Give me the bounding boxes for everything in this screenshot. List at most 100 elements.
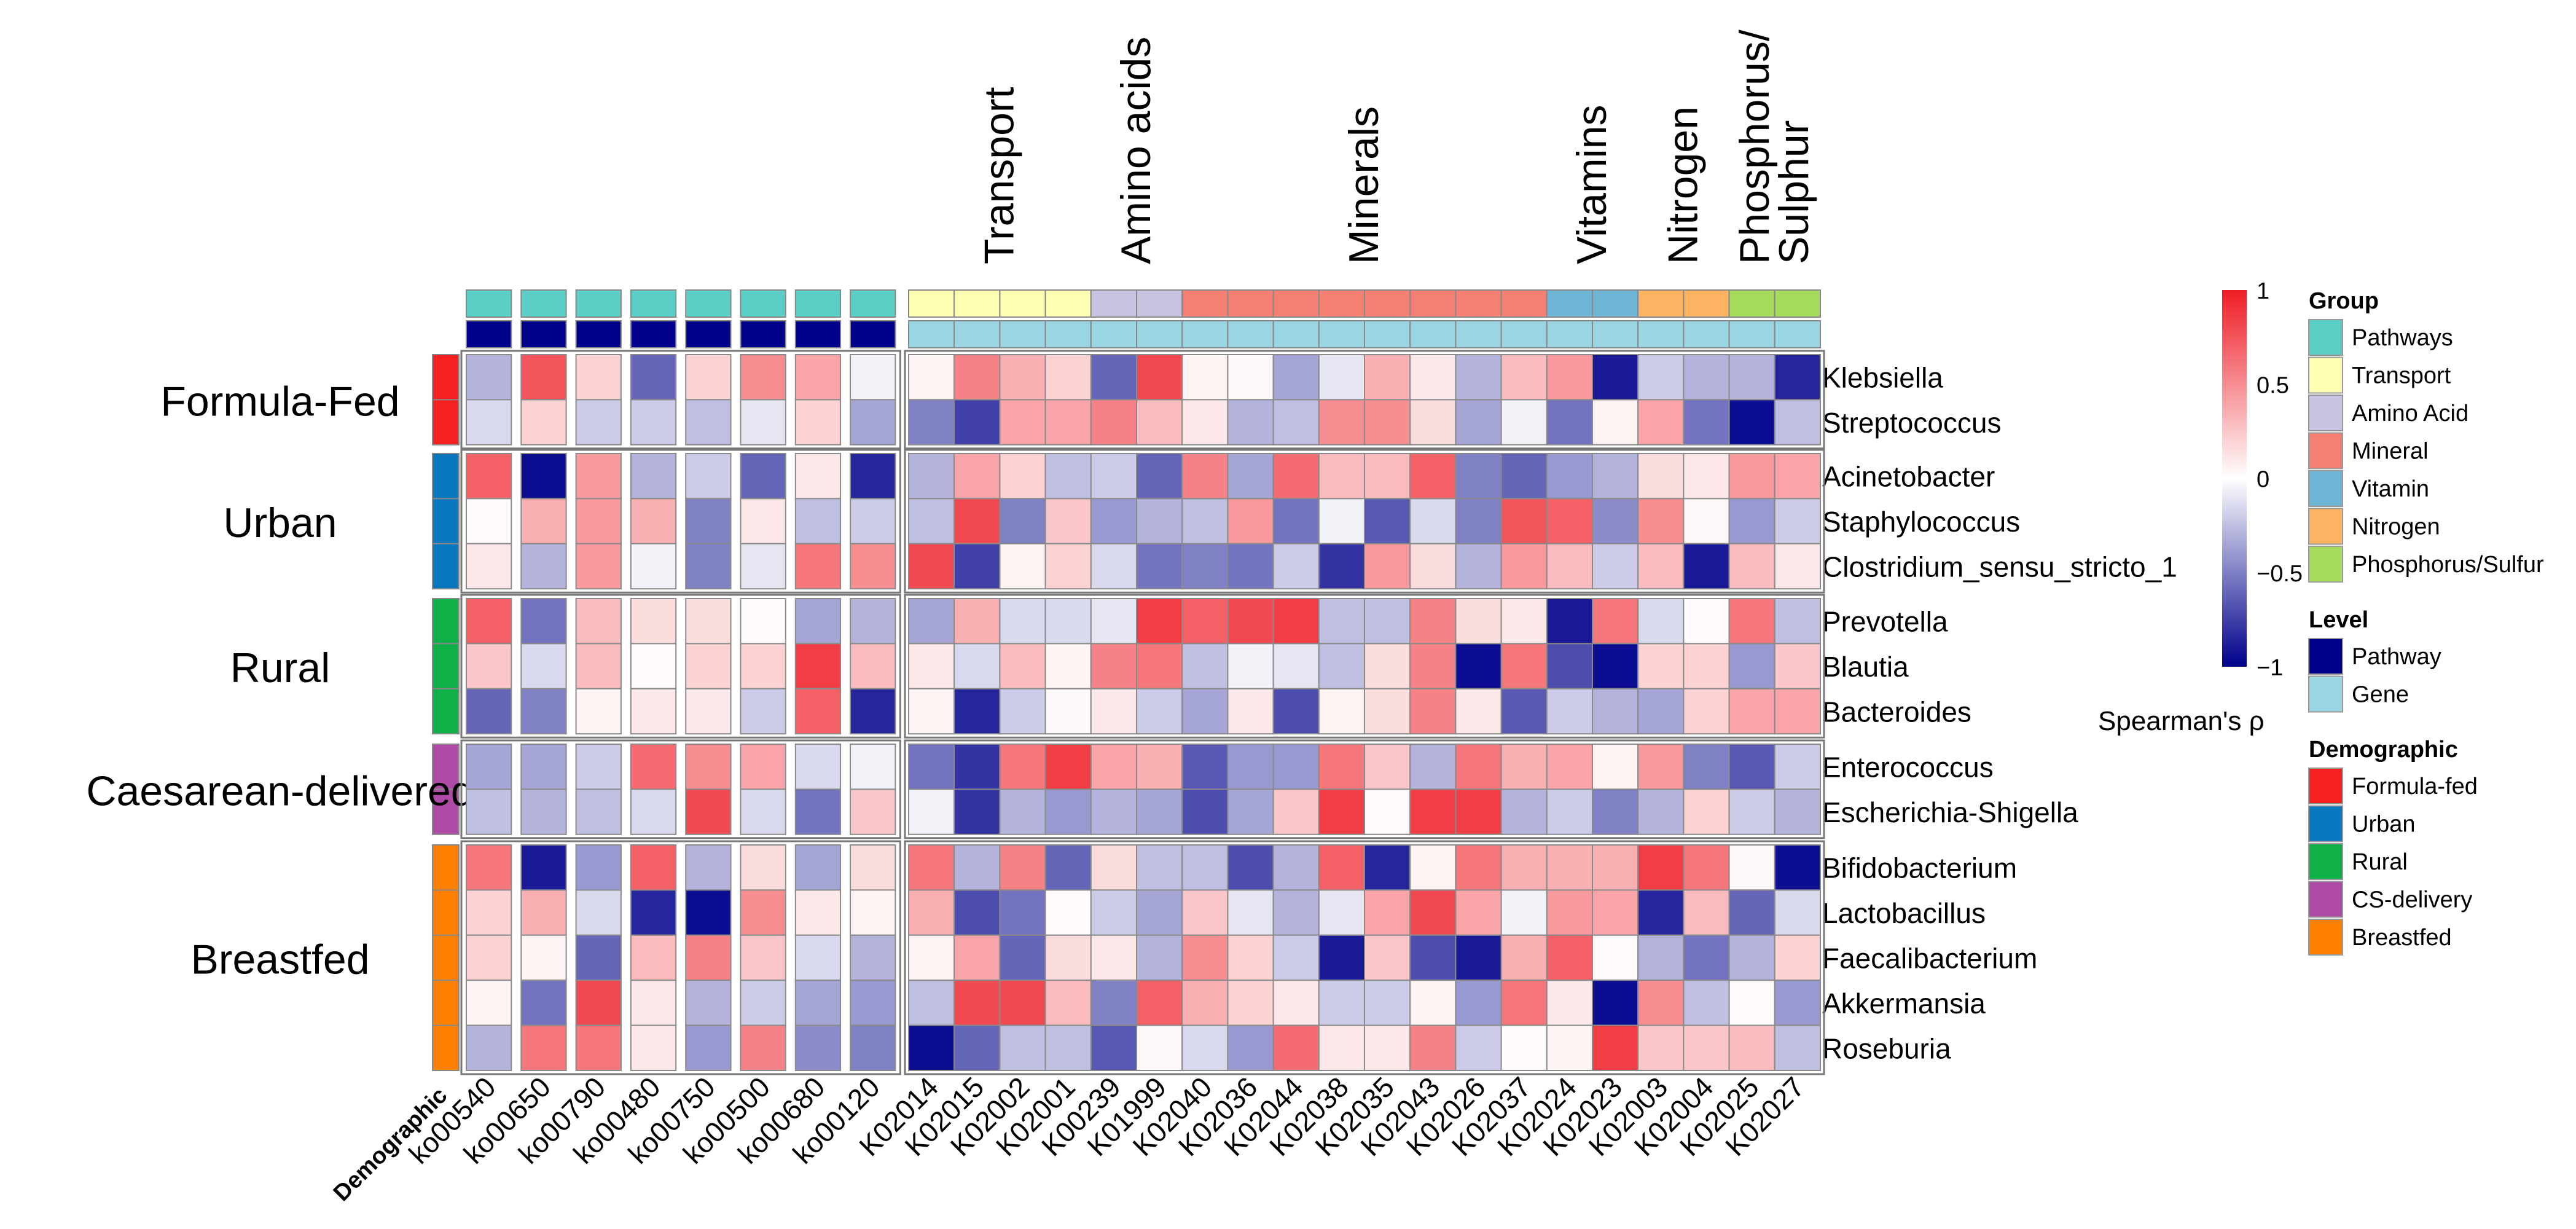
heatmap-cell bbox=[1455, 498, 1502, 544]
heatmap-cell bbox=[1227, 643, 1274, 689]
column-level-swatch bbox=[1774, 320, 1822, 348]
column-level-swatch bbox=[794, 320, 842, 348]
heatmap-cell bbox=[999, 399, 1046, 446]
gene-block-frame bbox=[904, 350, 1825, 450]
heatmap-cell bbox=[1546, 688, 1594, 735]
heatmap-cell bbox=[630, 980, 677, 1026]
heatmap-cell bbox=[1637, 354, 1685, 401]
heatmap-cell bbox=[953, 543, 1001, 590]
heatmap-cell bbox=[1364, 399, 1411, 446]
row-label: Roseburia bbox=[1822, 1032, 1951, 1064]
legend-swatch bbox=[2308, 805, 2343, 842]
heatmap-cell bbox=[1090, 844, 1138, 891]
heatmap-cell bbox=[999, 788, 1046, 835]
heatmap-cell bbox=[1409, 688, 1457, 735]
column-group-swatch bbox=[466, 289, 512, 318]
column-group-swatch bbox=[1227, 289, 1274, 318]
heatmap-cell bbox=[953, 688, 1001, 735]
heatmap-cell bbox=[850, 453, 896, 500]
column-group-swatch bbox=[575, 289, 622, 318]
heatmap-cell bbox=[1409, 543, 1457, 590]
heatmap-cell bbox=[1364, 889, 1411, 936]
heatmap-cell bbox=[1728, 543, 1775, 590]
legend-label: Transport bbox=[2352, 363, 2451, 389]
legend-swatch bbox=[2308, 508, 2343, 545]
column-level-swatch bbox=[1044, 320, 1092, 348]
heatmap-cell bbox=[466, 889, 512, 936]
heatmap-cell bbox=[850, 688, 896, 735]
heatmap-cell bbox=[1272, 788, 1320, 835]
heatmap-cell bbox=[908, 934, 955, 981]
heatmap-cell bbox=[1683, 844, 1730, 891]
heatmap-cell bbox=[1364, 453, 1411, 500]
heatmap-cell bbox=[1546, 498, 1594, 544]
column-group-swatch bbox=[520, 289, 567, 318]
gene-block-frame bbox=[904, 449, 1825, 594]
heatmap-cell bbox=[630, 688, 677, 735]
column-group-swatch bbox=[1090, 289, 1138, 318]
heatmap-cell bbox=[1227, 1024, 1274, 1071]
row-label: Clostridium_sensu_stricto_1 bbox=[1822, 551, 2177, 583]
heatmap-cell bbox=[999, 543, 1046, 590]
heatmap-cell bbox=[999, 688, 1046, 735]
row-label: Prevotella bbox=[1822, 606, 1948, 638]
heatmap-cell bbox=[908, 643, 955, 689]
column-level-swatch bbox=[466, 320, 512, 348]
heatmap-cell bbox=[999, 643, 1046, 689]
legend-swatch bbox=[2308, 675, 2343, 713]
heatmap-cell bbox=[1546, 980, 1594, 1026]
heatmap-cell bbox=[953, 643, 1001, 689]
heatmap-cell bbox=[1044, 643, 1092, 689]
row-label: Bifidobacterium bbox=[1822, 852, 2017, 884]
heatmap-cell bbox=[1136, 399, 1183, 446]
heatmap-cell bbox=[999, 744, 1046, 790]
heatmap-cell bbox=[1683, 744, 1730, 790]
gene-block-frame bbox=[904, 594, 1825, 739]
heatmap-cell bbox=[1728, 453, 1775, 500]
column-level-swatch bbox=[685, 320, 732, 348]
heatmap-cell bbox=[1500, 543, 1548, 590]
heatmap-cell bbox=[1455, 399, 1502, 446]
heatmap-cell bbox=[1500, 643, 1548, 689]
heatmap-cell bbox=[1227, 688, 1274, 735]
heatmap-cell bbox=[1637, 643, 1685, 689]
heatmap-cell bbox=[1637, 399, 1685, 446]
legend-label: Phosphorus/Sulfur bbox=[2352, 552, 2544, 578]
heatmap-cell bbox=[908, 980, 955, 1026]
heatmap-cell bbox=[1637, 980, 1685, 1026]
pathway-block-frame bbox=[460, 594, 901, 739]
column-group-swatch bbox=[1637, 289, 1685, 318]
heatmap-cell bbox=[1044, 980, 1092, 1026]
heatmap-cell bbox=[1364, 543, 1411, 590]
heatmap-cell bbox=[575, 543, 622, 590]
heatmap-cell bbox=[1227, 598, 1274, 645]
heatmap-cell bbox=[1774, 788, 1822, 835]
heatmap-cell bbox=[999, 598, 1046, 645]
heatmap-cell bbox=[685, 889, 732, 936]
heatmap-cell bbox=[1409, 788, 1457, 835]
column-level-swatch bbox=[1364, 320, 1411, 348]
heatmap-cell bbox=[1728, 889, 1775, 936]
heatmap-cell bbox=[1044, 788, 1092, 835]
heatmap-cell bbox=[1500, 889, 1548, 936]
heatmap-cell bbox=[794, 934, 842, 981]
heatmap-cell bbox=[1044, 354, 1092, 401]
heatmap-cell bbox=[1637, 889, 1685, 936]
heatmap-cell bbox=[1455, 598, 1502, 645]
heatmap-cell bbox=[1272, 453, 1320, 500]
heatmap-cell bbox=[1044, 744, 1092, 790]
heatmap-cell bbox=[1774, 744, 1822, 790]
heatmap-cell bbox=[1136, 543, 1183, 590]
column-group-swatch bbox=[740, 289, 786, 318]
column-group-swatch bbox=[908, 289, 955, 318]
heatmap-cell bbox=[1227, 889, 1274, 936]
row-label: Enterococcus bbox=[1822, 752, 1994, 783]
heatmap-cell bbox=[520, 598, 567, 645]
column-level-swatch bbox=[1500, 320, 1548, 348]
heatmap-cell bbox=[1318, 889, 1366, 936]
heatmap-cell bbox=[999, 844, 1046, 891]
heatmap-cell bbox=[999, 453, 1046, 500]
heatmap-cell bbox=[1409, 1024, 1457, 1071]
heatmap-cell bbox=[1044, 498, 1092, 544]
heatmap-cell bbox=[520, 788, 567, 835]
